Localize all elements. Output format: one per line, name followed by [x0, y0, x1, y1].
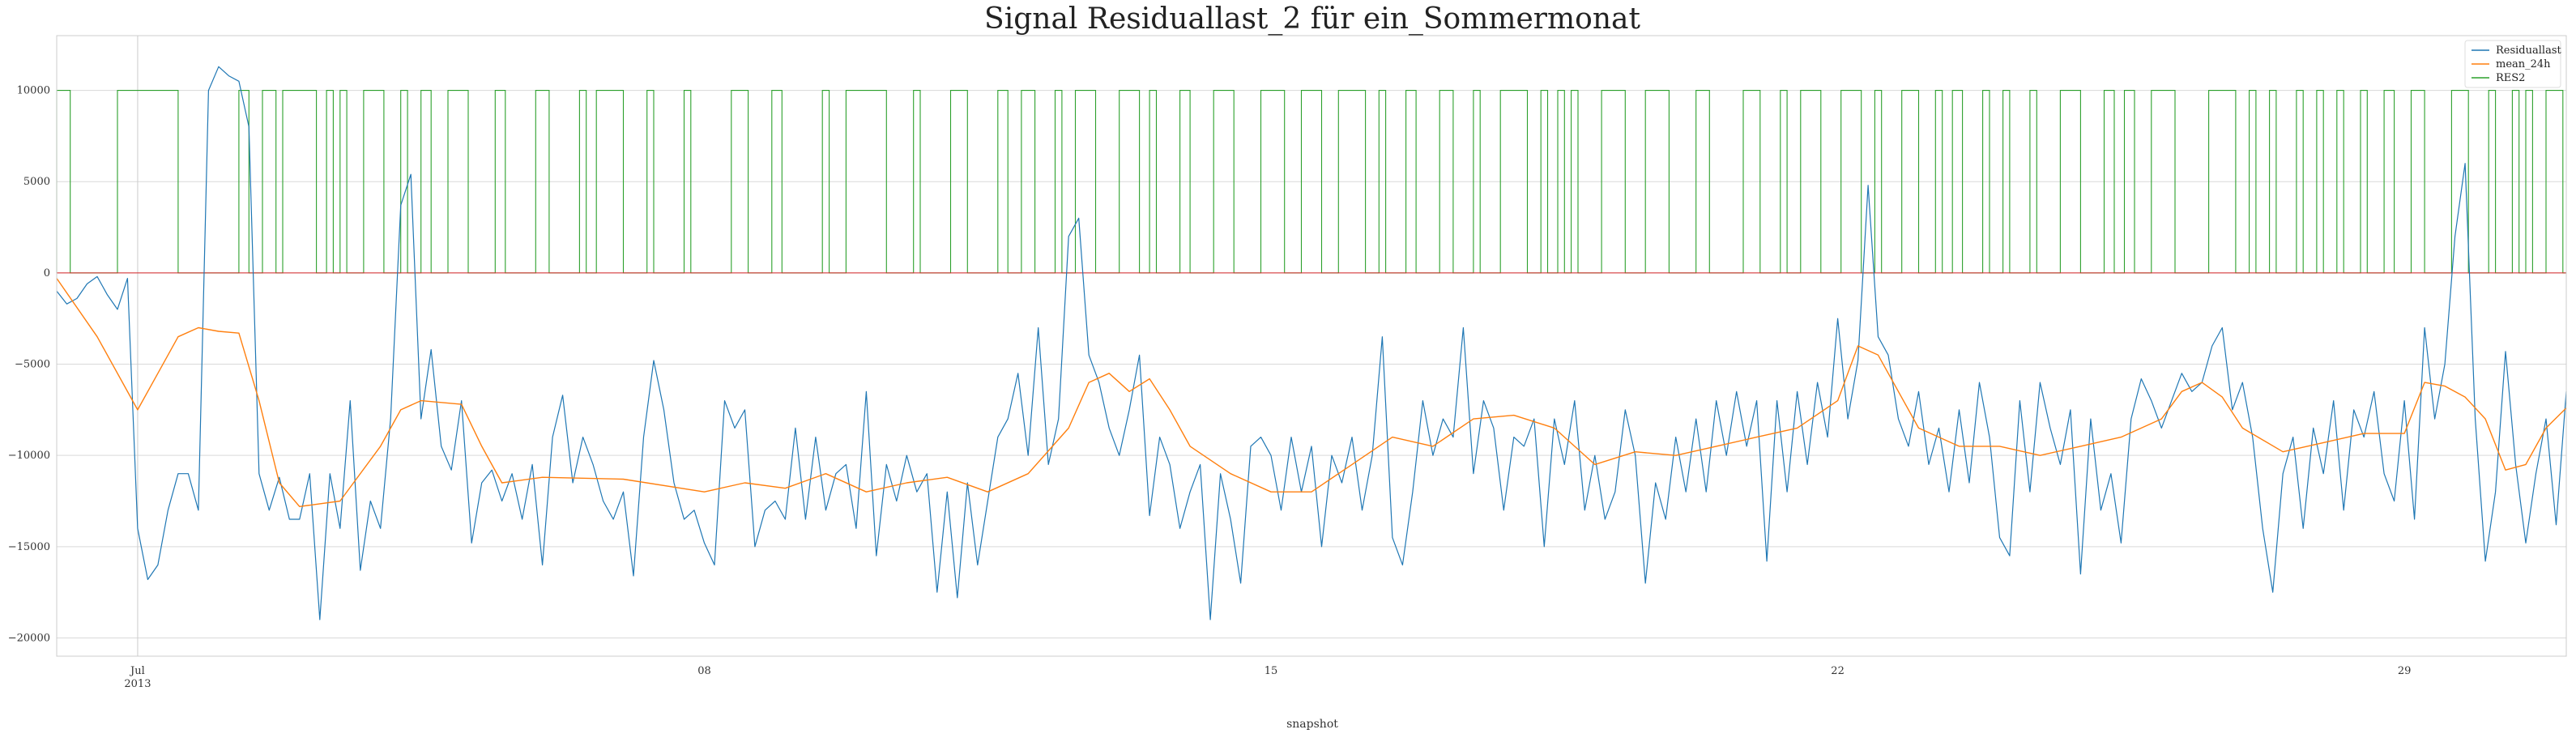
y-tick-label: 0	[44, 267, 50, 279]
y-tick-label: 10000	[17, 85, 50, 97]
x-tick-sublabel: 2013	[124, 678, 151, 690]
chart-title: Signal Residuallast_2 für ein_Sommermona…	[984, 2, 1640, 36]
y-tick-label: −20000	[8, 632, 50, 644]
x-tick-label: Jul	[129, 665, 145, 677]
series-layer	[56, 66, 2567, 621]
plot-frame	[56, 35, 2567, 657]
y-tick-label: −10000	[8, 450, 50, 462]
y-tick-label: 5000	[23, 176, 50, 188]
x-tick-label: 29	[2398, 665, 2412, 677]
legend-label: mean_24h	[2496, 58, 2551, 70]
legend-label: RES2	[2496, 72, 2525, 84]
legend-box	[2464, 40, 2561, 88]
x-axis-label: snapshot	[1286, 718, 1338, 731]
y-tick-label: −15000	[8, 541, 50, 553]
y-tick-label: −5000	[15, 359, 50, 371]
x-tick-label: 22	[1831, 665, 1845, 677]
x-tick-label: 08	[697, 665, 711, 677]
y-tick-labels: −20000 −15000 −10000 −5000 0 5000 10000	[8, 85, 50, 645]
x-tick-label: 15	[1265, 665, 1278, 677]
series-line-mean-24h	[56, 278, 2567, 507]
series-line-residuallast	[56, 66, 2567, 621]
legend-label: Residuallast	[2496, 45, 2561, 57]
